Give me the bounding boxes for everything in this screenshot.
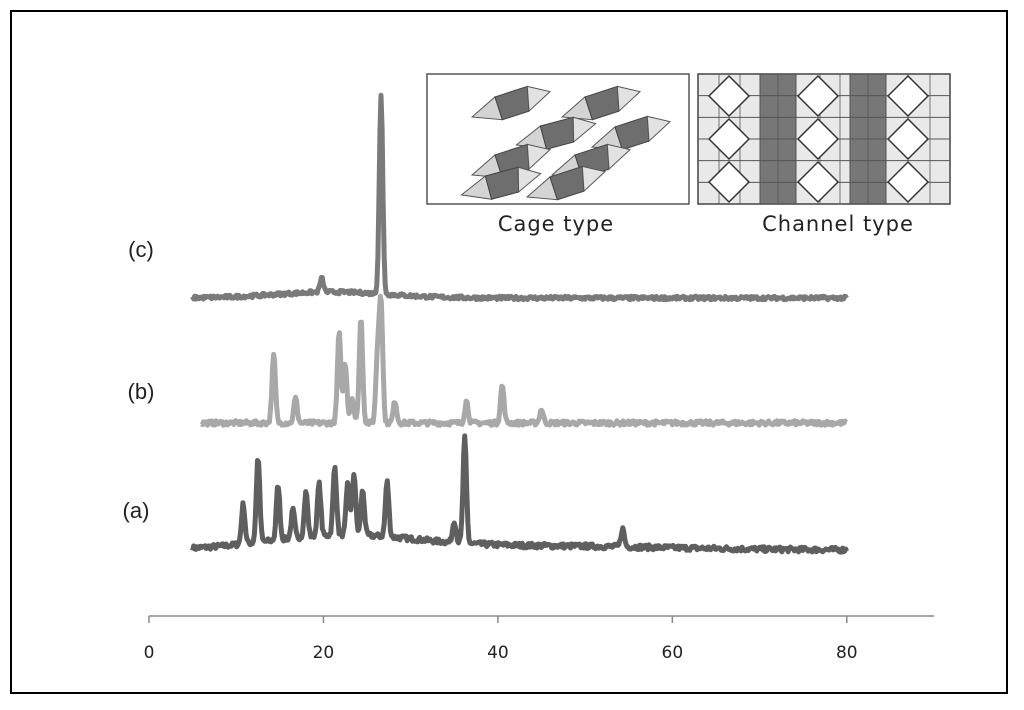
series-labels: (a) (b) (c): [123, 237, 155, 523]
channel-diamond: [886, 74, 930, 118]
channel-diamond: [707, 74, 751, 118]
series-label-b: (b): [128, 379, 155, 404]
channel-diamond: [796, 160, 840, 204]
channel-diamond: [796, 117, 840, 161]
channel-diamond: [886, 117, 930, 161]
x-axis: [148, 615, 934, 623]
channel-diamond: [796, 74, 840, 118]
channel-diamond: [707, 160, 751, 204]
x-tick-label: 40: [487, 643, 509, 663]
cage-unit: [590, 115, 672, 151]
series-label-c: (c): [128, 237, 154, 262]
series-line-c: [190, 92, 849, 303]
series-line-a: [190, 433, 850, 555]
cage-type-inset: Cage type: [426, 73, 690, 236]
cage-structure-diagram: [460, 85, 672, 201]
channel-structure-diagram: [697, 73, 951, 205]
channel-diamond: [707, 117, 751, 161]
figure-frame: 0 20 40 60 80 (a) (b) (c) Cage type Channel ty…: [10, 10, 1008, 694]
cage-unit: [525, 165, 607, 201]
cage-unit: [470, 85, 552, 121]
cage-unit: [460, 166, 542, 200]
x-tick-label: 20: [313, 643, 335, 663]
channel-type-inset: Channel type: [697, 73, 951, 236]
x-tick-label: 80: [836, 643, 858, 663]
series-label-a: (a): [123, 498, 150, 523]
xrd-chart: 0 20 40 60 80 (a) (b) (c) Cage type Channel ty…: [123, 73, 951, 663]
x-tick-labels: 0 20 40 60 80: [144, 643, 858, 663]
cage-type-caption: Cage type: [498, 212, 614, 236]
x-tick-label: 0: [144, 643, 155, 663]
x-tick-label: 60: [662, 643, 684, 663]
channel-type-caption: Channel type: [762, 212, 914, 236]
series-line-b: [199, 293, 849, 428]
series-traces: [190, 92, 850, 555]
channel-diamond: [886, 160, 930, 204]
